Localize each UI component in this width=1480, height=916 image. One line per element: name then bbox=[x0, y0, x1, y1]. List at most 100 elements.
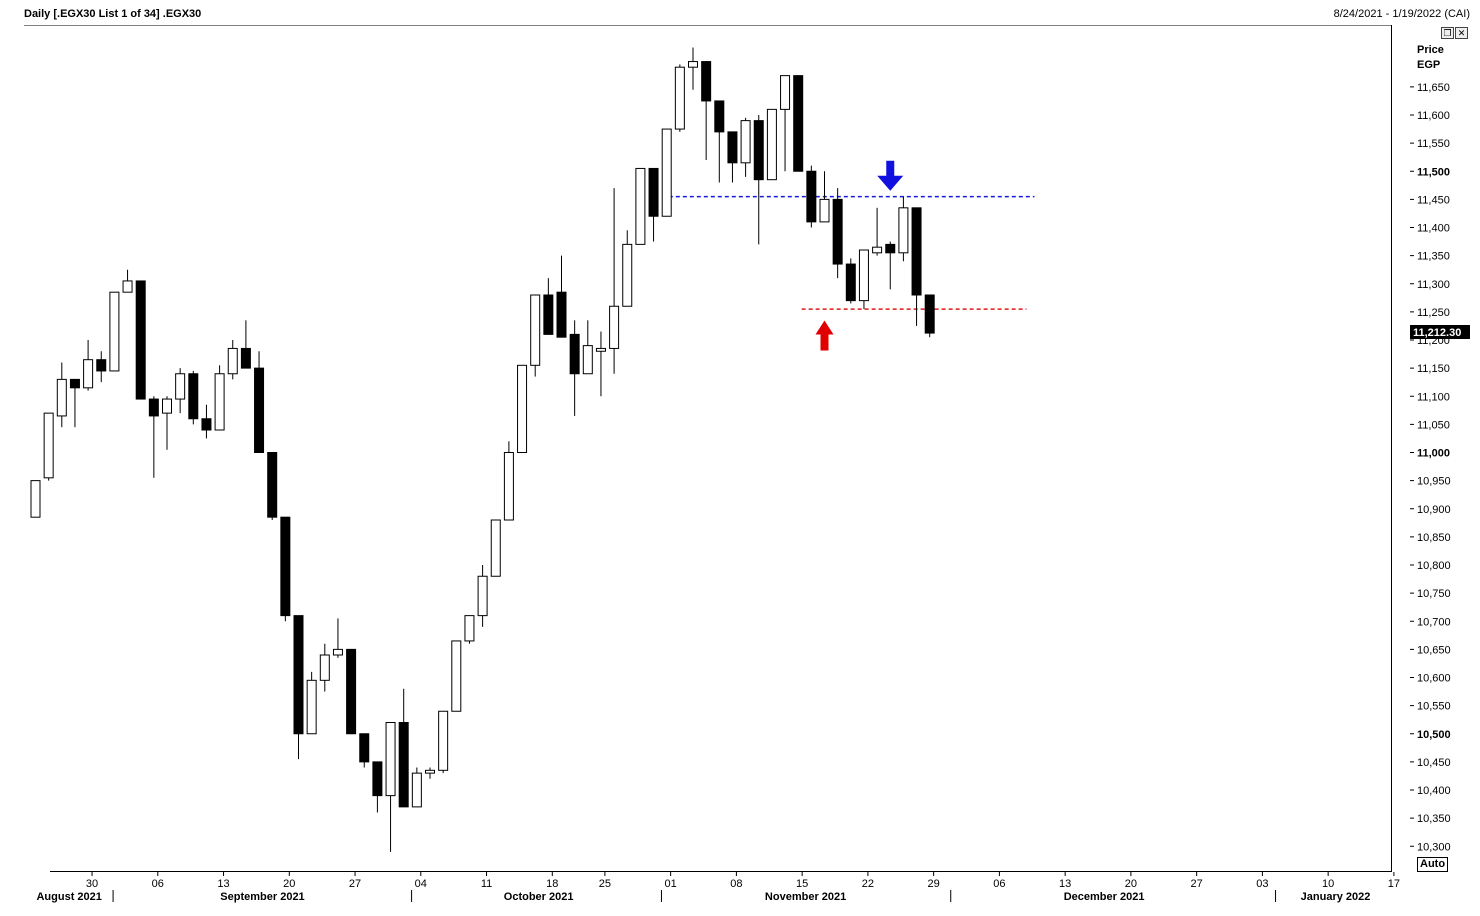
candle-body-down bbox=[96, 359, 107, 372]
month-label: September 2021 bbox=[220, 891, 304, 903]
candle bbox=[819, 171, 830, 223]
candle bbox=[227, 340, 238, 380]
candle bbox=[595, 331, 606, 397]
x-tick-label: 30 bbox=[86, 878, 98, 890]
y-tick-label: 10,900 bbox=[1417, 504, 1451, 516]
x-tick-label: 10 bbox=[1322, 878, 1334, 890]
candle-body-down bbox=[648, 167, 659, 217]
annotation-arrows bbox=[815, 160, 904, 351]
x-tick-label: 22 bbox=[862, 878, 874, 890]
month-label: November 2021 bbox=[765, 891, 846, 903]
candle-body-down bbox=[924, 294, 935, 334]
candle bbox=[346, 648, 357, 735]
candle-body-down bbox=[398, 722, 409, 808]
candle bbox=[135, 280, 146, 400]
candle-body-up bbox=[30, 480, 41, 518]
candle-body-up bbox=[438, 710, 449, 771]
candle bbox=[69, 378, 80, 428]
price-axis-unit: EGP bbox=[1417, 59, 1440, 71]
y-tick-label: 10,700 bbox=[1417, 616, 1451, 628]
x-tick-label: 03 bbox=[1256, 878, 1268, 890]
candle bbox=[872, 207, 883, 256]
candle bbox=[477, 565, 488, 627]
candle-body-down bbox=[556, 291, 567, 338]
candle-body-down bbox=[806, 170, 817, 223]
candle bbox=[306, 671, 317, 735]
close-icon[interactable]: ✕ bbox=[1455, 27, 1468, 39]
candle bbox=[411, 767, 422, 808]
y-tick-label: 11,350 bbox=[1417, 251, 1450, 263]
y-tick-label: 11,100 bbox=[1417, 391, 1450, 403]
candle bbox=[806, 165, 817, 228]
candle bbox=[385, 722, 396, 852]
y-tick-label: 11,050 bbox=[1417, 419, 1450, 431]
candle-body-down bbox=[753, 120, 764, 181]
candle bbox=[753, 115, 764, 245]
candle bbox=[793, 75, 804, 172]
candle-body-down bbox=[201, 418, 212, 431]
candle-body-down bbox=[714, 100, 725, 133]
y-tick-label: 10,550 bbox=[1417, 701, 1451, 713]
date-range: 8/24/2021 - 1/19/2022 (CAI) bbox=[1333, 8, 1470, 20]
candle-body-up bbox=[490, 519, 501, 577]
candle-body-up bbox=[411, 772, 422, 808]
y-tick-label: 10,600 bbox=[1417, 673, 1451, 685]
candle bbox=[148, 396, 159, 478]
candle bbox=[517, 364, 528, 453]
candle bbox=[911, 207, 922, 326]
candle-body-down bbox=[254, 367, 265, 453]
candle-body-up bbox=[622, 243, 633, 307]
x-tick-label: 13 bbox=[217, 878, 229, 890]
y-tick-label: 11,500 bbox=[1417, 166, 1450, 178]
restore-window-icon[interactable]: ❐ bbox=[1441, 27, 1454, 39]
last-price-label: 11,212.30 bbox=[1413, 327, 1461, 339]
candle bbox=[674, 64, 685, 132]
date-axis: 30 06 13 20 27 04 11 18 25 01 08 15 22 29 06 13 20 27 03 10… bbox=[36, 872, 1400, 903]
candle-body-up bbox=[819, 198, 830, 223]
candle bbox=[530, 294, 541, 377]
candle bbox=[648, 167, 659, 242]
candle-body-up bbox=[109, 291, 120, 372]
candle bbox=[832, 188, 843, 279]
candle-body-up bbox=[740, 120, 751, 164]
auto-scale-button[interactable]: Auto bbox=[1417, 857, 1449, 872]
chart-title: Daily [.EGX30 List 1 of 34] .EGX30 bbox=[24, 8, 202, 20]
candle-body-down bbox=[240, 347, 251, 369]
candle-body-up bbox=[43, 412, 54, 479]
candle-body-up bbox=[635, 167, 646, 245]
annotation-lines bbox=[668, 195, 1035, 310]
candle bbox=[30, 480, 41, 518]
candle-body-up bbox=[780, 75, 791, 110]
candle-body-down bbox=[372, 761, 383, 797]
y-tick-label: 10,650 bbox=[1417, 644, 1451, 656]
candle bbox=[280, 516, 291, 622]
last-price-marker: 11,212.30 bbox=[1410, 325, 1470, 339]
candle bbox=[582, 320, 593, 375]
candle-body-up bbox=[595, 347, 606, 352]
candle bbox=[359, 733, 370, 768]
candle-body-up bbox=[162, 398, 172, 414]
y-tick-label: 10,850 bbox=[1417, 532, 1451, 544]
candle bbox=[43, 412, 54, 481]
candle-body-up bbox=[227, 347, 238, 375]
candle-body-down bbox=[359, 733, 370, 763]
candle bbox=[175, 368, 186, 414]
x-tick-label: 08 bbox=[730, 878, 742, 890]
candle bbox=[56, 362, 67, 428]
candle-body-up bbox=[609, 305, 620, 349]
candle-body-down bbox=[911, 207, 922, 296]
y-tick-label: 11,600 bbox=[1417, 110, 1450, 122]
candle bbox=[740, 117, 751, 177]
candle bbox=[332, 618, 343, 658]
x-tick-label: 04 bbox=[415, 878, 427, 890]
candle-body-up bbox=[503, 452, 514, 521]
candle-body-down bbox=[701, 61, 712, 102]
candle-body-up bbox=[858, 249, 869, 302]
x-tick-label: 06 bbox=[152, 878, 164, 890]
candle bbox=[214, 365, 225, 431]
up-arrow-icon bbox=[815, 320, 834, 351]
y-tick-label: 10,450 bbox=[1417, 757, 1451, 769]
candle bbox=[714, 100, 725, 183]
candle bbox=[438, 710, 449, 774]
